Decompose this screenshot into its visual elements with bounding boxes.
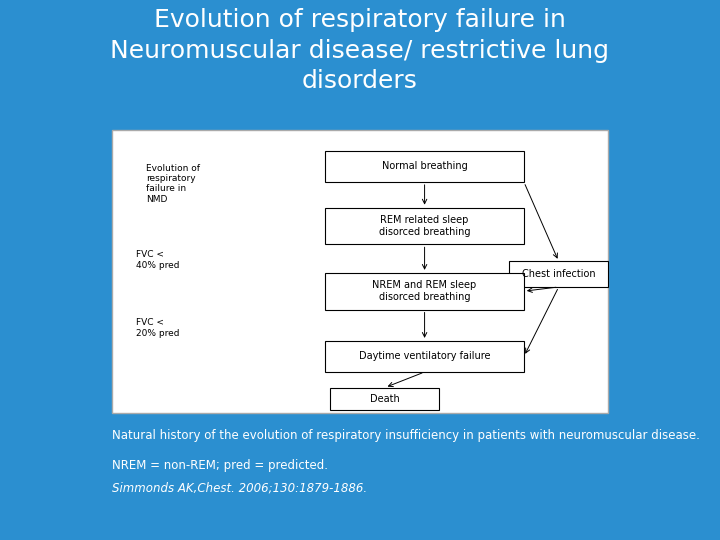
FancyBboxPatch shape	[112, 130, 608, 413]
FancyBboxPatch shape	[509, 261, 608, 287]
Text: Evolution of
respiratory
failure in
NMD: Evolution of respiratory failure in NMD	[146, 164, 200, 204]
Text: FVC <
20% pred: FVC < 20% pred	[137, 319, 180, 338]
Text: NREM = non-REM; pred = predicted.: NREM = non-REM; pred = predicted.	[112, 459, 328, 472]
Text: Daytime ventilatory failure: Daytime ventilatory failure	[359, 352, 490, 361]
FancyBboxPatch shape	[325, 341, 524, 372]
Text: Simmonds AK,Chest. 2006;130:1879-1886.: Simmonds AK,Chest. 2006;130:1879-1886.	[112, 482, 366, 495]
Text: NREM and REM sleep
disorced breathing: NREM and REM sleep disorced breathing	[372, 280, 477, 302]
Text: FVC <
40% pred: FVC < 40% pred	[137, 251, 180, 269]
Text: Normal breathing: Normal breathing	[382, 161, 467, 172]
FancyBboxPatch shape	[325, 151, 524, 182]
FancyBboxPatch shape	[325, 207, 524, 245]
Text: Chest infection: Chest infection	[522, 269, 595, 279]
FancyBboxPatch shape	[325, 273, 524, 309]
FancyBboxPatch shape	[330, 388, 439, 410]
Text: Natural history of the evolution of respiratory insufficiency in patients with n: Natural history of the evolution of resp…	[112, 429, 699, 442]
Text: Evolution of respiratory failure in
Neuromuscular disease/ restrictive lung
diso: Evolution of respiratory failure in Neur…	[110, 8, 610, 93]
Text: REM related sleep
disorced breathing: REM related sleep disorced breathing	[379, 215, 470, 237]
Text: Death: Death	[370, 394, 400, 404]
